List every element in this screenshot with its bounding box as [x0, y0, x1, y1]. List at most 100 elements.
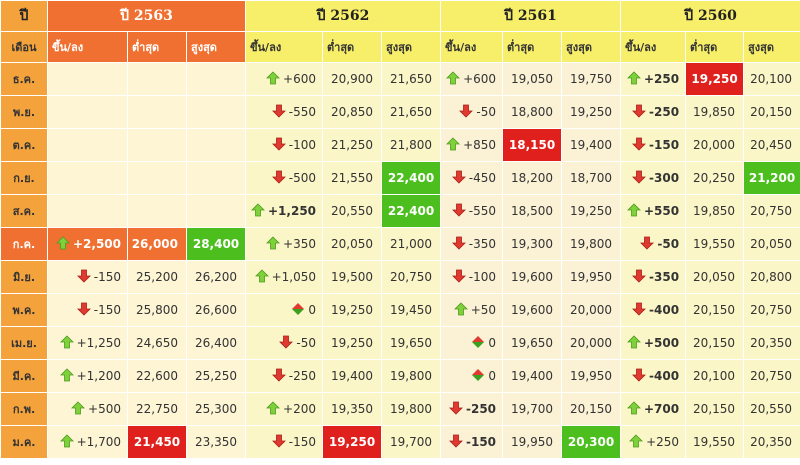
month-label: มี.ค. — [0, 359, 48, 393]
change-value: -150 — [93, 302, 121, 317]
arrow-up-icon — [254, 268, 269, 286]
change-value: -50 — [476, 104, 497, 119]
low-price-cell: 20,900 — [322, 62, 383, 96]
change-cell: +500 — [620, 326, 687, 360]
change-value: -150 — [93, 269, 121, 284]
change-value: -400 — [649, 302, 680, 317]
month-label: ธ.ค. — [0, 62, 48, 96]
change-value: -450 — [468, 170, 497, 185]
change-value: -250 — [466, 401, 497, 416]
arrow-down-icon — [271, 434, 286, 451]
low-price-cell: 18,800 — [502, 95, 563, 129]
month-label: ก.ย. — [0, 161, 48, 195]
high-header: สูงสุด — [743, 31, 800, 63]
year-header-2563[interactable]: ปี 2563 — [46, 0, 247, 32]
month-label: ส.ค. — [0, 194, 48, 228]
arrow-up-icon — [59, 433, 74, 451]
high-price-cell: 20,550 — [743, 392, 800, 426]
change-cell: -250 — [440, 392, 504, 426]
low-price-cell: 19,400 — [502, 359, 563, 393]
change-value: -250 — [649, 104, 680, 119]
month-label: ก.พ. — [0, 392, 48, 426]
table-row: มิ.ย. -150 25,200 26,200 +1,050 19,500 20,750 -… — [0, 260, 800, 294]
change-cell: +1,250 — [47, 326, 128, 360]
year-header-2562[interactable]: ปี 2562 — [245, 0, 442, 32]
change-cell: -350 — [440, 227, 504, 261]
low-price-cell: 19,550 — [685, 425, 745, 459]
high-price-cell: 20,450 — [743, 128, 800, 162]
low-price-cell: 22,750 — [127, 392, 187, 426]
arrow-down-icon — [632, 137, 646, 154]
change-value: +50 — [470, 302, 497, 317]
no-change-icon — [291, 302, 305, 319]
low-header: ต่ำสุด — [322, 31, 383, 63]
table-row: ก.พ. +500 22,750 25,300 +200 19,350 19,800 -250… — [0, 392, 800, 426]
change-value: +850 — [463, 137, 497, 152]
change-value: +550 — [643, 203, 680, 218]
change-cell: +250 — [620, 425, 687, 459]
change-cell: +1,050 — [245, 260, 324, 294]
change-value: -100 — [468, 269, 497, 284]
high-price-cell: 25,300 — [185, 392, 247, 426]
table-row: ต.ค. -100 21,250 21,800 +850 18,150 19,400 -150… — [0, 128, 800, 162]
low-price-cell: 19,550 — [685, 227, 745, 261]
change-cell: +250 — [620, 62, 687, 96]
change-header: ขึ้น/ลง — [620, 31, 687, 63]
high-price-cell: 19,800 — [561, 227, 622, 261]
low-price-cell: 19,250 — [685, 62, 745, 96]
change-value: -400 — [649, 368, 680, 383]
high-price-cell: 19,450 — [381, 293, 442, 327]
high-price-cell: 19,950 — [561, 359, 622, 393]
change-value: -150 — [288, 434, 317, 449]
low-price-cell: 21,450 — [127, 425, 187, 459]
table-row: พ.ค. -150 25,800 26,600 0 19,250 19,450 +50 19,6… — [0, 293, 800, 327]
change-cell: -150 — [47, 293, 128, 327]
month-label: ม.ค. — [0, 425, 48, 459]
change-cell: -550 — [245, 95, 324, 129]
low-price-cell: 20,050 — [685, 260, 745, 294]
change-cell — [47, 62, 128, 96]
low-price-cell — [127, 194, 187, 228]
low-header: ต่ำสุด — [127, 31, 187, 63]
low-price-cell: 19,250 — [322, 293, 383, 327]
change-value: +350 — [283, 236, 317, 251]
arrow-down-icon — [451, 203, 466, 220]
high-price-cell: 19,800 — [381, 359, 442, 393]
change-cell: +500 — [47, 392, 128, 426]
high-price-cell: 19,950 — [561, 260, 622, 294]
change-value: -350 — [649, 269, 680, 284]
year-header-2561[interactable]: ปี 2561 — [440, 0, 622, 32]
arrow-down-icon — [271, 170, 286, 187]
arrow-down-icon — [632, 368, 646, 385]
high-price-cell: 21,650 — [381, 62, 442, 96]
high-price-cell: 20,750 — [743, 293, 800, 327]
arrow-down-icon — [632, 170, 646, 187]
year-header-2560[interactable]: ปี 2560 — [620, 0, 800, 32]
arrow-down-icon — [279, 335, 294, 352]
high-price-cell — [185, 128, 247, 162]
high-header: สูงสุด — [561, 31, 622, 63]
change-cell: -300 — [620, 161, 687, 195]
high-price-cell: 22,400 — [381, 194, 442, 228]
arrow-down-icon — [632, 104, 646, 121]
arrow-up-icon — [446, 70, 461, 88]
low-price-cell: 22,600 — [127, 359, 187, 393]
arrow-up-icon — [446, 136, 461, 154]
arrow-down-icon — [632, 302, 646, 319]
corner-year-label: ปี — [0, 0, 48, 32]
arrow-up-icon — [266, 70, 281, 88]
change-cell: -150 — [440, 425, 504, 459]
change-value: +200 — [283, 401, 317, 416]
high-price-cell — [185, 194, 247, 228]
change-value: -350 — [468, 236, 497, 251]
arrow-up-icon — [56, 235, 70, 253]
low-price-cell: 19,250 — [322, 326, 383, 360]
month-label: เม.ย. — [0, 326, 48, 360]
no-change-icon — [471, 335, 485, 352]
change-value: +2,500 — [72, 236, 121, 251]
change-cell: -150 — [620, 128, 687, 162]
low-price-cell: 21,250 — [322, 128, 383, 162]
change-cell — [47, 194, 128, 228]
low-price-cell: 20,250 — [685, 161, 745, 195]
change-cell: +1,250 — [245, 194, 324, 228]
